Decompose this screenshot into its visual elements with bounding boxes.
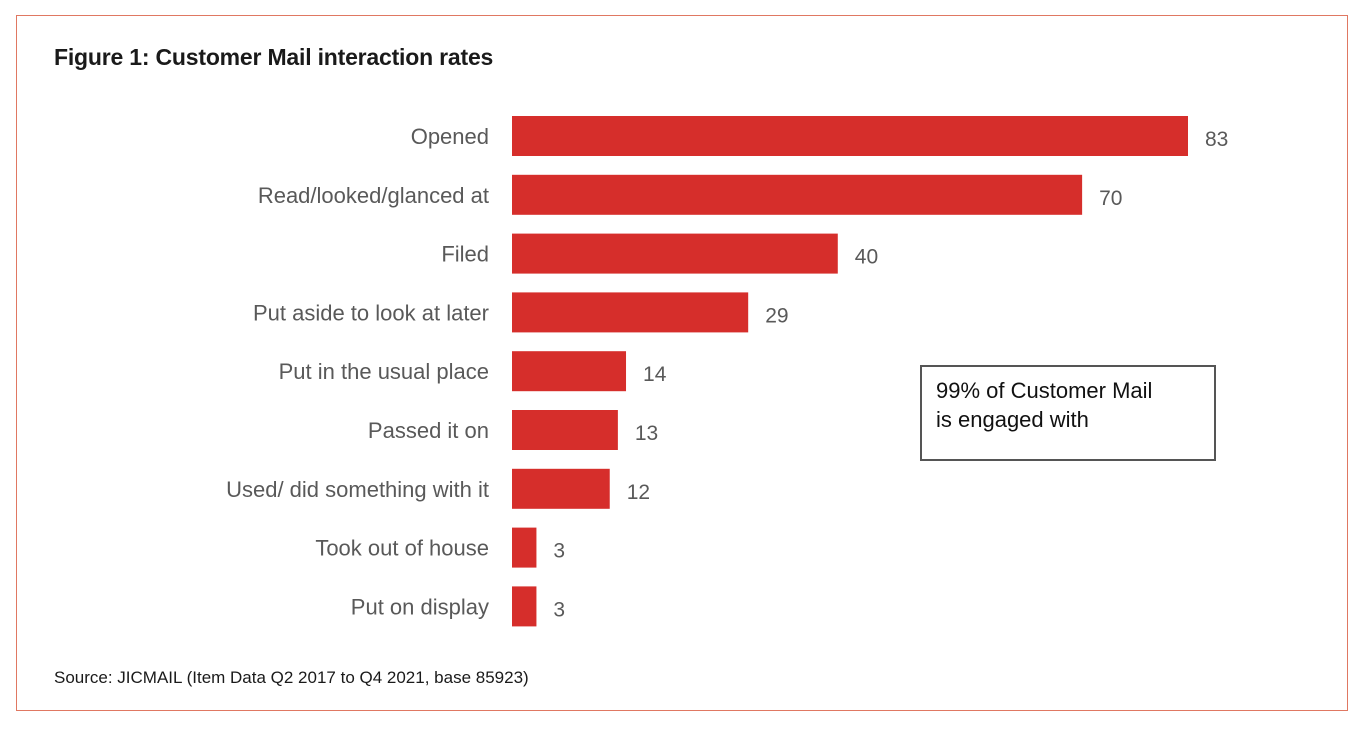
category-label-7: Took out of house [315,536,489,561]
category-label-4: Put in the usual place [279,359,489,384]
value-label-4: 14 [643,363,667,386]
callout-line-1: 99% of Customer Mail [936,378,1153,403]
category-label-2: Filed [441,242,489,267]
bar-4 [512,351,627,392]
value-label-8: 3 [553,598,565,621]
value-label-3: 29 [765,304,788,327]
category-label-3: Put aside to look at later [253,300,489,325]
category-label-1: Read/looked/glanced at [258,183,489,208]
bar-0 [512,116,1188,156]
bar-1 [512,174,1083,215]
bar-8 [512,586,537,627]
value-label-5: 13 [635,422,658,445]
callout-line-2: is engaged with [936,407,1089,432]
bar-2 [512,233,838,274]
bar-3 [512,292,749,333]
chart-title: Figure 1: Customer Mail interaction rate… [54,44,494,70]
source-note: Source: JICMAIL (Item Data Q2 2017 to Q4… [54,668,529,687]
engagement-callout-box: 99% of Customer Mail is engaged with [920,365,1216,461]
category-label-5: Passed it on [368,418,489,443]
value-label-7: 3 [553,540,565,563]
value-label-6: 12 [627,481,650,504]
bar-6 [512,468,610,509]
bar-7 [512,527,537,568]
value-label-0: 83 [1205,128,1228,151]
category-label-0: Opened [411,124,489,149]
bar-5 [512,410,618,450]
category-label-6: Used/ did something with it [226,477,489,502]
value-label-2: 40 [855,246,878,269]
category-label-8: Put on display [351,594,489,619]
value-label-1: 70 [1099,187,1122,210]
